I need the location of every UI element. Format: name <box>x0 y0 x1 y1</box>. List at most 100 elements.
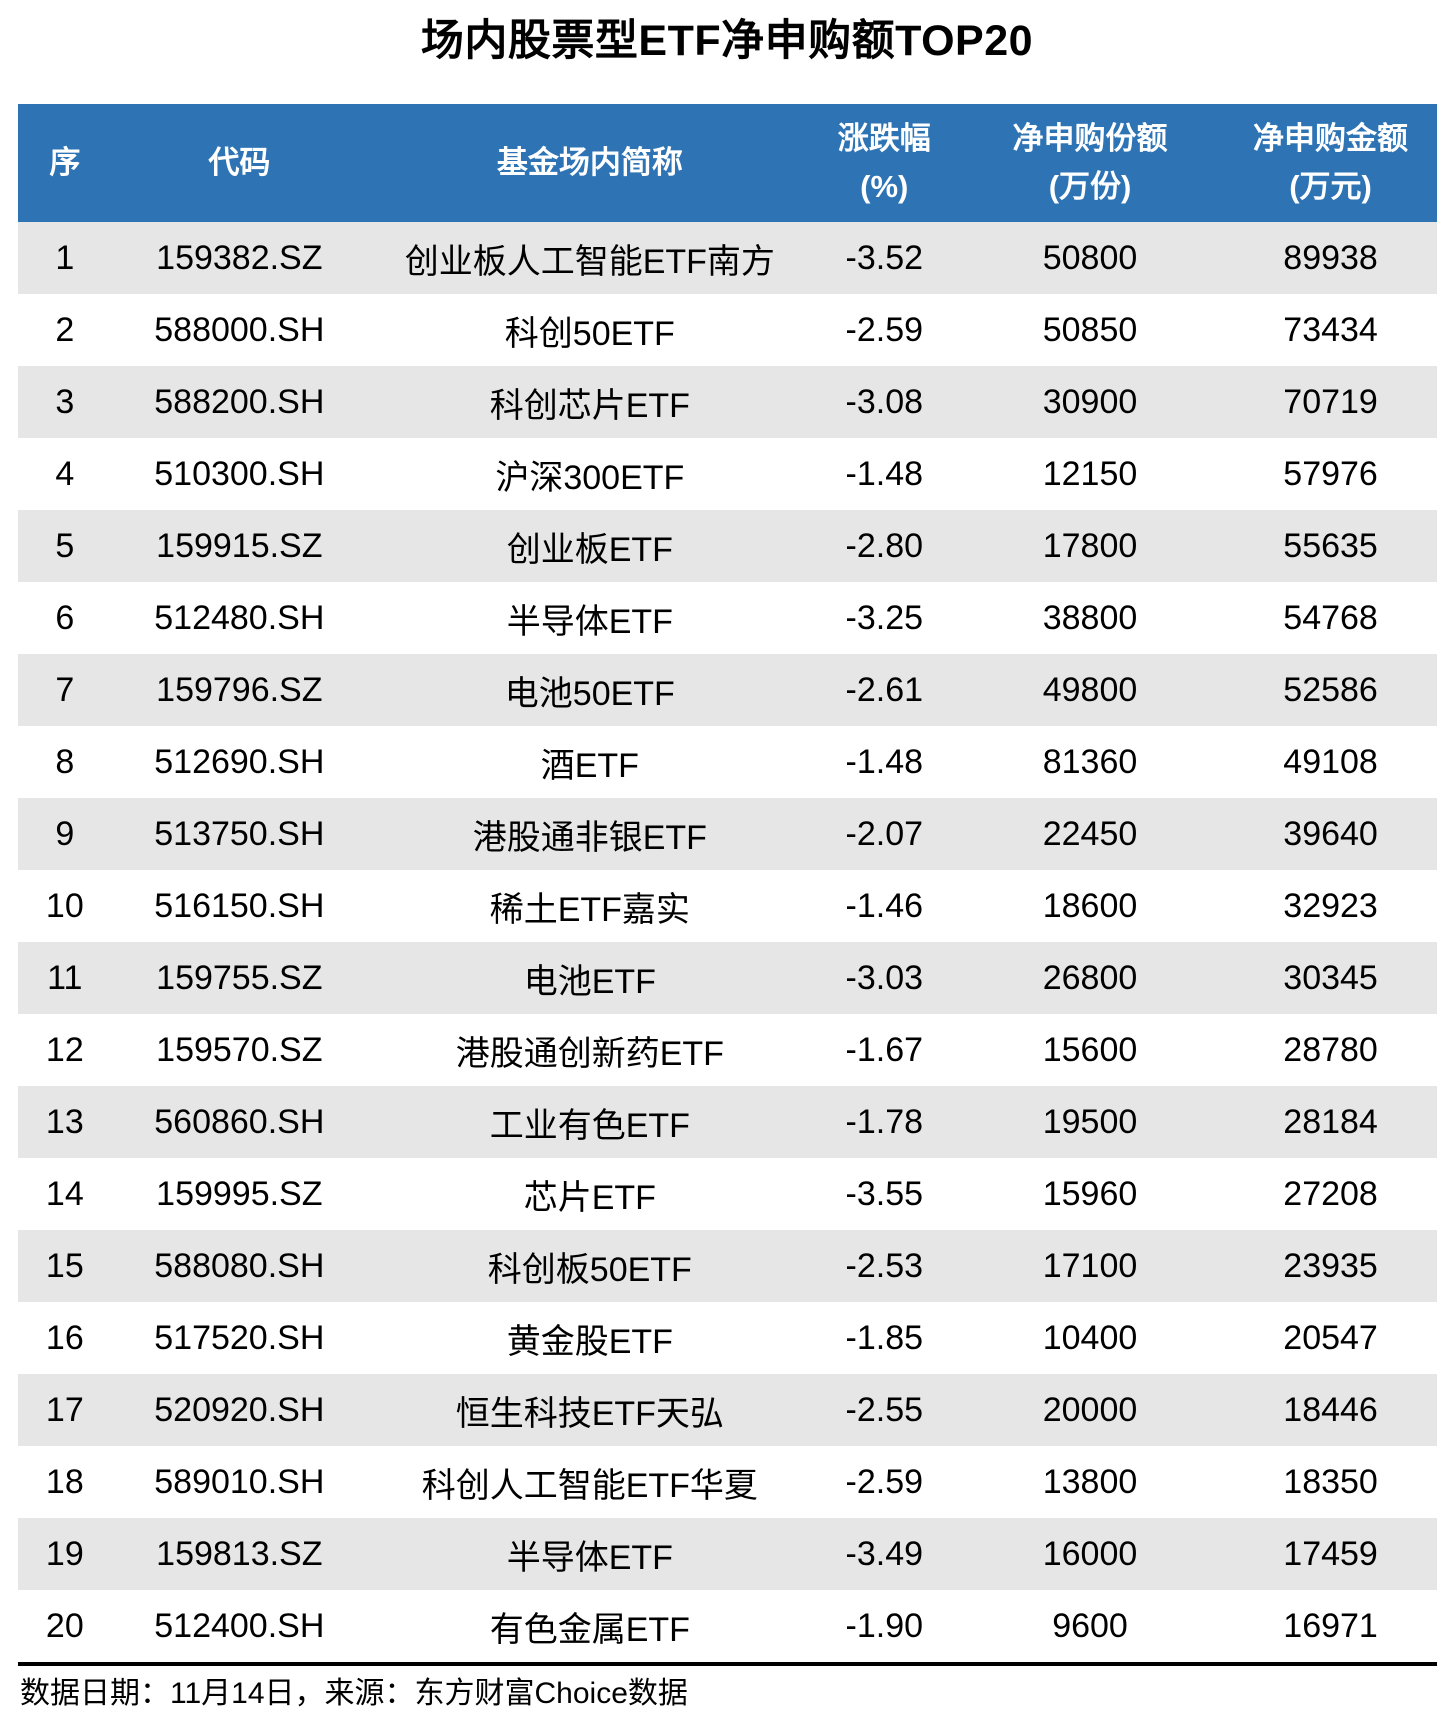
column-header-label: 基金场内简称 <box>496 145 683 180</box>
rank-cell: 13 <box>45 1102 84 1141</box>
change-pct-cell: -1.90 <box>845 1606 924 1645</box>
code-cell: 512400.SH <box>154 1606 325 1645</box>
change-pct-cell: -1.78 <box>845 1102 924 1141</box>
net-sub-amount-cell: 89938 <box>1283 238 1378 277</box>
fund-name-cell: 稀土ETF嘉实 <box>489 890 690 929</box>
rank-cell: 5 <box>55 526 75 565</box>
fund-name-cell: 恒生科技ETF天弘 <box>455 1394 724 1433</box>
table-bottom-rule <box>18 1662 1437 1666</box>
rank-cell: 8 <box>55 742 75 781</box>
code-cell: 512690.SH <box>154 742 325 781</box>
table-row: 14 159995.SZ 芯片ETF -3.55 15960 27208 <box>18 1158 1437 1230</box>
column-header-change-pct: 涨跌幅 (%) <box>812 104 956 222</box>
net-sub-shares-cell: 26800 <box>1042 958 1138 997</box>
fund-name-cell: 科创板50ETF <box>487 1250 692 1289</box>
net-sub-shares-cell: 13800 <box>1042 1462 1138 1501</box>
rank-cell: 14 <box>45 1174 84 1213</box>
code-cell: 159813.SZ <box>156 1534 323 1573</box>
net-sub-shares-cell: 15600 <box>1042 1030 1138 1069</box>
change-pct-cell: -2.61 <box>845 670 924 709</box>
code-cell: 588080.SH <box>154 1246 325 1285</box>
column-header-sublabel: (%) <box>860 169 909 204</box>
column-header-label: 净申购金额 <box>1253 121 1409 156</box>
table-row: 18 589010.SH 科创人工智能ETF华夏 -2.59 13800 18350 <box>18 1446 1437 1518</box>
net-sub-shares-cell: 81360 <box>1042 742 1138 781</box>
net-sub-amount-cell: 32923 <box>1283 886 1378 925</box>
code-cell: 517520.SH <box>154 1318 325 1357</box>
table-row: 15 588080.SH 科创板50ETF -2.53 17100 23935 <box>18 1230 1437 1302</box>
rank-cell: 17 <box>45 1390 84 1429</box>
net-sub-shares-cell: 50800 <box>1042 238 1138 277</box>
table-row: 9 513750.SH 港股通非银ETF -2.07 22450 39640 <box>18 798 1437 870</box>
column-header-net-sub-shares: 净申购份额 (万份) <box>955 104 1225 222</box>
table-row: 2 588000.SH 科创50ETF -2.59 50850 73434 <box>18 294 1437 366</box>
change-pct-cell: -2.53 <box>845 1246 924 1285</box>
net-sub-shares-cell: 20000 <box>1042 1390 1138 1429</box>
net-sub-amount-cell: 16971 <box>1283 1606 1378 1645</box>
change-pct-cell: -1.46 <box>845 886 924 925</box>
etf-table: 序 代码 基金场内简称 涨跌幅 (%) <box>18 104 1437 1662</box>
net-sub-amount-cell: 55635 <box>1283 526 1378 565</box>
fund-name-cell: 科创芯片ETF <box>489 386 690 425</box>
fund-name-cell: 芯片ETF <box>523 1178 656 1217</box>
code-cell: 159915.SZ <box>156 526 323 565</box>
net-sub-amount-cell: 17459 <box>1283 1534 1378 1573</box>
fund-name-cell: 电池50ETF <box>504 674 675 713</box>
column-header-sublabel: (万份) <box>1048 169 1132 204</box>
change-pct-cell: -1.85 <box>845 1318 924 1357</box>
rank-cell: 7 <box>55 670 75 709</box>
net-sub-amount-cell: 49108 <box>1283 742 1378 781</box>
table-row: 11 159755.SZ 电池ETF -3.03 26800 30345 <box>18 942 1437 1014</box>
table-row: 12 159570.SZ 港股通创新药ETF -1.67 15600 28780 <box>18 1014 1437 1086</box>
rank-cell: 16 <box>45 1318 84 1357</box>
page-title: 场内股票型ETF净申购额TOP20 <box>420 17 1034 65</box>
change-pct-cell: -3.03 <box>845 958 924 997</box>
net-sub-amount-cell: 23935 <box>1283 1246 1378 1285</box>
fund-name-cell: 创业板ETF <box>506 530 673 569</box>
rank-cell: 1 <box>55 238 75 277</box>
table-row: 3 588200.SH 科创芯片ETF -3.08 30900 70719 <box>18 366 1437 438</box>
net-sub-amount-cell: 30345 <box>1283 958 1378 997</box>
net-sub-amount-cell: 73434 <box>1283 310 1378 349</box>
change-pct-cell: -2.07 <box>845 814 924 853</box>
table-row: 6 512480.SH 半导体ETF -3.25 38800 54768 <box>18 582 1437 654</box>
code-cell: 589010.SH <box>154 1462 325 1501</box>
code-cell: 513750.SH <box>154 814 325 853</box>
table-body: 1 159382.SZ 创业板人工智能ETF南方 -3.52 50800 89938 2 58… <box>18 222 1437 1662</box>
header-row: 序 代码 基金场内简称 涨跌幅 (%) <box>18 104 1437 222</box>
net-sub-amount-cell: 39640 <box>1283 814 1378 853</box>
table-row: 8 512690.SH 酒ETF -1.48 81360 49108 <box>18 726 1437 798</box>
net-sub-amount-cell: 28184 <box>1283 1102 1378 1141</box>
net-sub-shares-cell: 22450 <box>1042 814 1138 853</box>
fund-name-cell: 港股通创新药ETF <box>455 1034 724 1073</box>
code-cell: 588000.SH <box>154 310 325 349</box>
fund-name-cell: 黄金股ETF <box>506 1322 673 1361</box>
change-pct-cell: -3.52 <box>845 238 924 277</box>
fund-name-cell: 创业板人工智能ETF南方 <box>404 242 775 281</box>
source-note: 数据日期：11月14日，来源：东方财富Choice数据 <box>20 1677 688 1710</box>
column-header-net-sub-amount: 净申购金额 (万元) <box>1224 104 1437 222</box>
table-row: 10 516150.SH 稀土ETF嘉实 -1.46 18600 32923 <box>18 870 1437 942</box>
net-sub-shares-cell: 18600 <box>1042 886 1138 925</box>
net-sub-amount-cell: 57976 <box>1283 454 1378 493</box>
change-pct-cell: -3.55 <box>845 1174 924 1213</box>
code-cell: 510300.SH <box>154 454 325 493</box>
change-pct-cell: -2.55 <box>845 1390 924 1429</box>
code-cell: 588200.SH <box>154 382 325 421</box>
net-sub-amount-cell: 52586 <box>1283 670 1378 709</box>
net-sub-shares-cell: 15960 <box>1042 1174 1138 1213</box>
rank-cell: 4 <box>55 454 75 493</box>
table-row: 19 159813.SZ 半导体ETF -3.49 16000 17459 <box>18 1518 1437 1590</box>
change-pct-cell: -2.59 <box>845 310 924 349</box>
table-header: 序 代码 基金场内简称 涨跌幅 (%) <box>18 104 1437 222</box>
code-cell: 516150.SH <box>154 886 325 925</box>
net-sub-shares-cell: 9600 <box>1052 1606 1128 1645</box>
code-cell: 159570.SZ <box>156 1030 323 1069</box>
code-cell: 159755.SZ <box>156 958 323 997</box>
rank-cell: 6 <box>55 598 75 637</box>
code-cell: 512480.SH <box>154 598 325 637</box>
change-pct-cell: -3.49 <box>845 1534 924 1573</box>
code-cell: 520920.SH <box>154 1390 325 1429</box>
net-sub-amount-cell: 28780 <box>1283 1030 1378 1069</box>
